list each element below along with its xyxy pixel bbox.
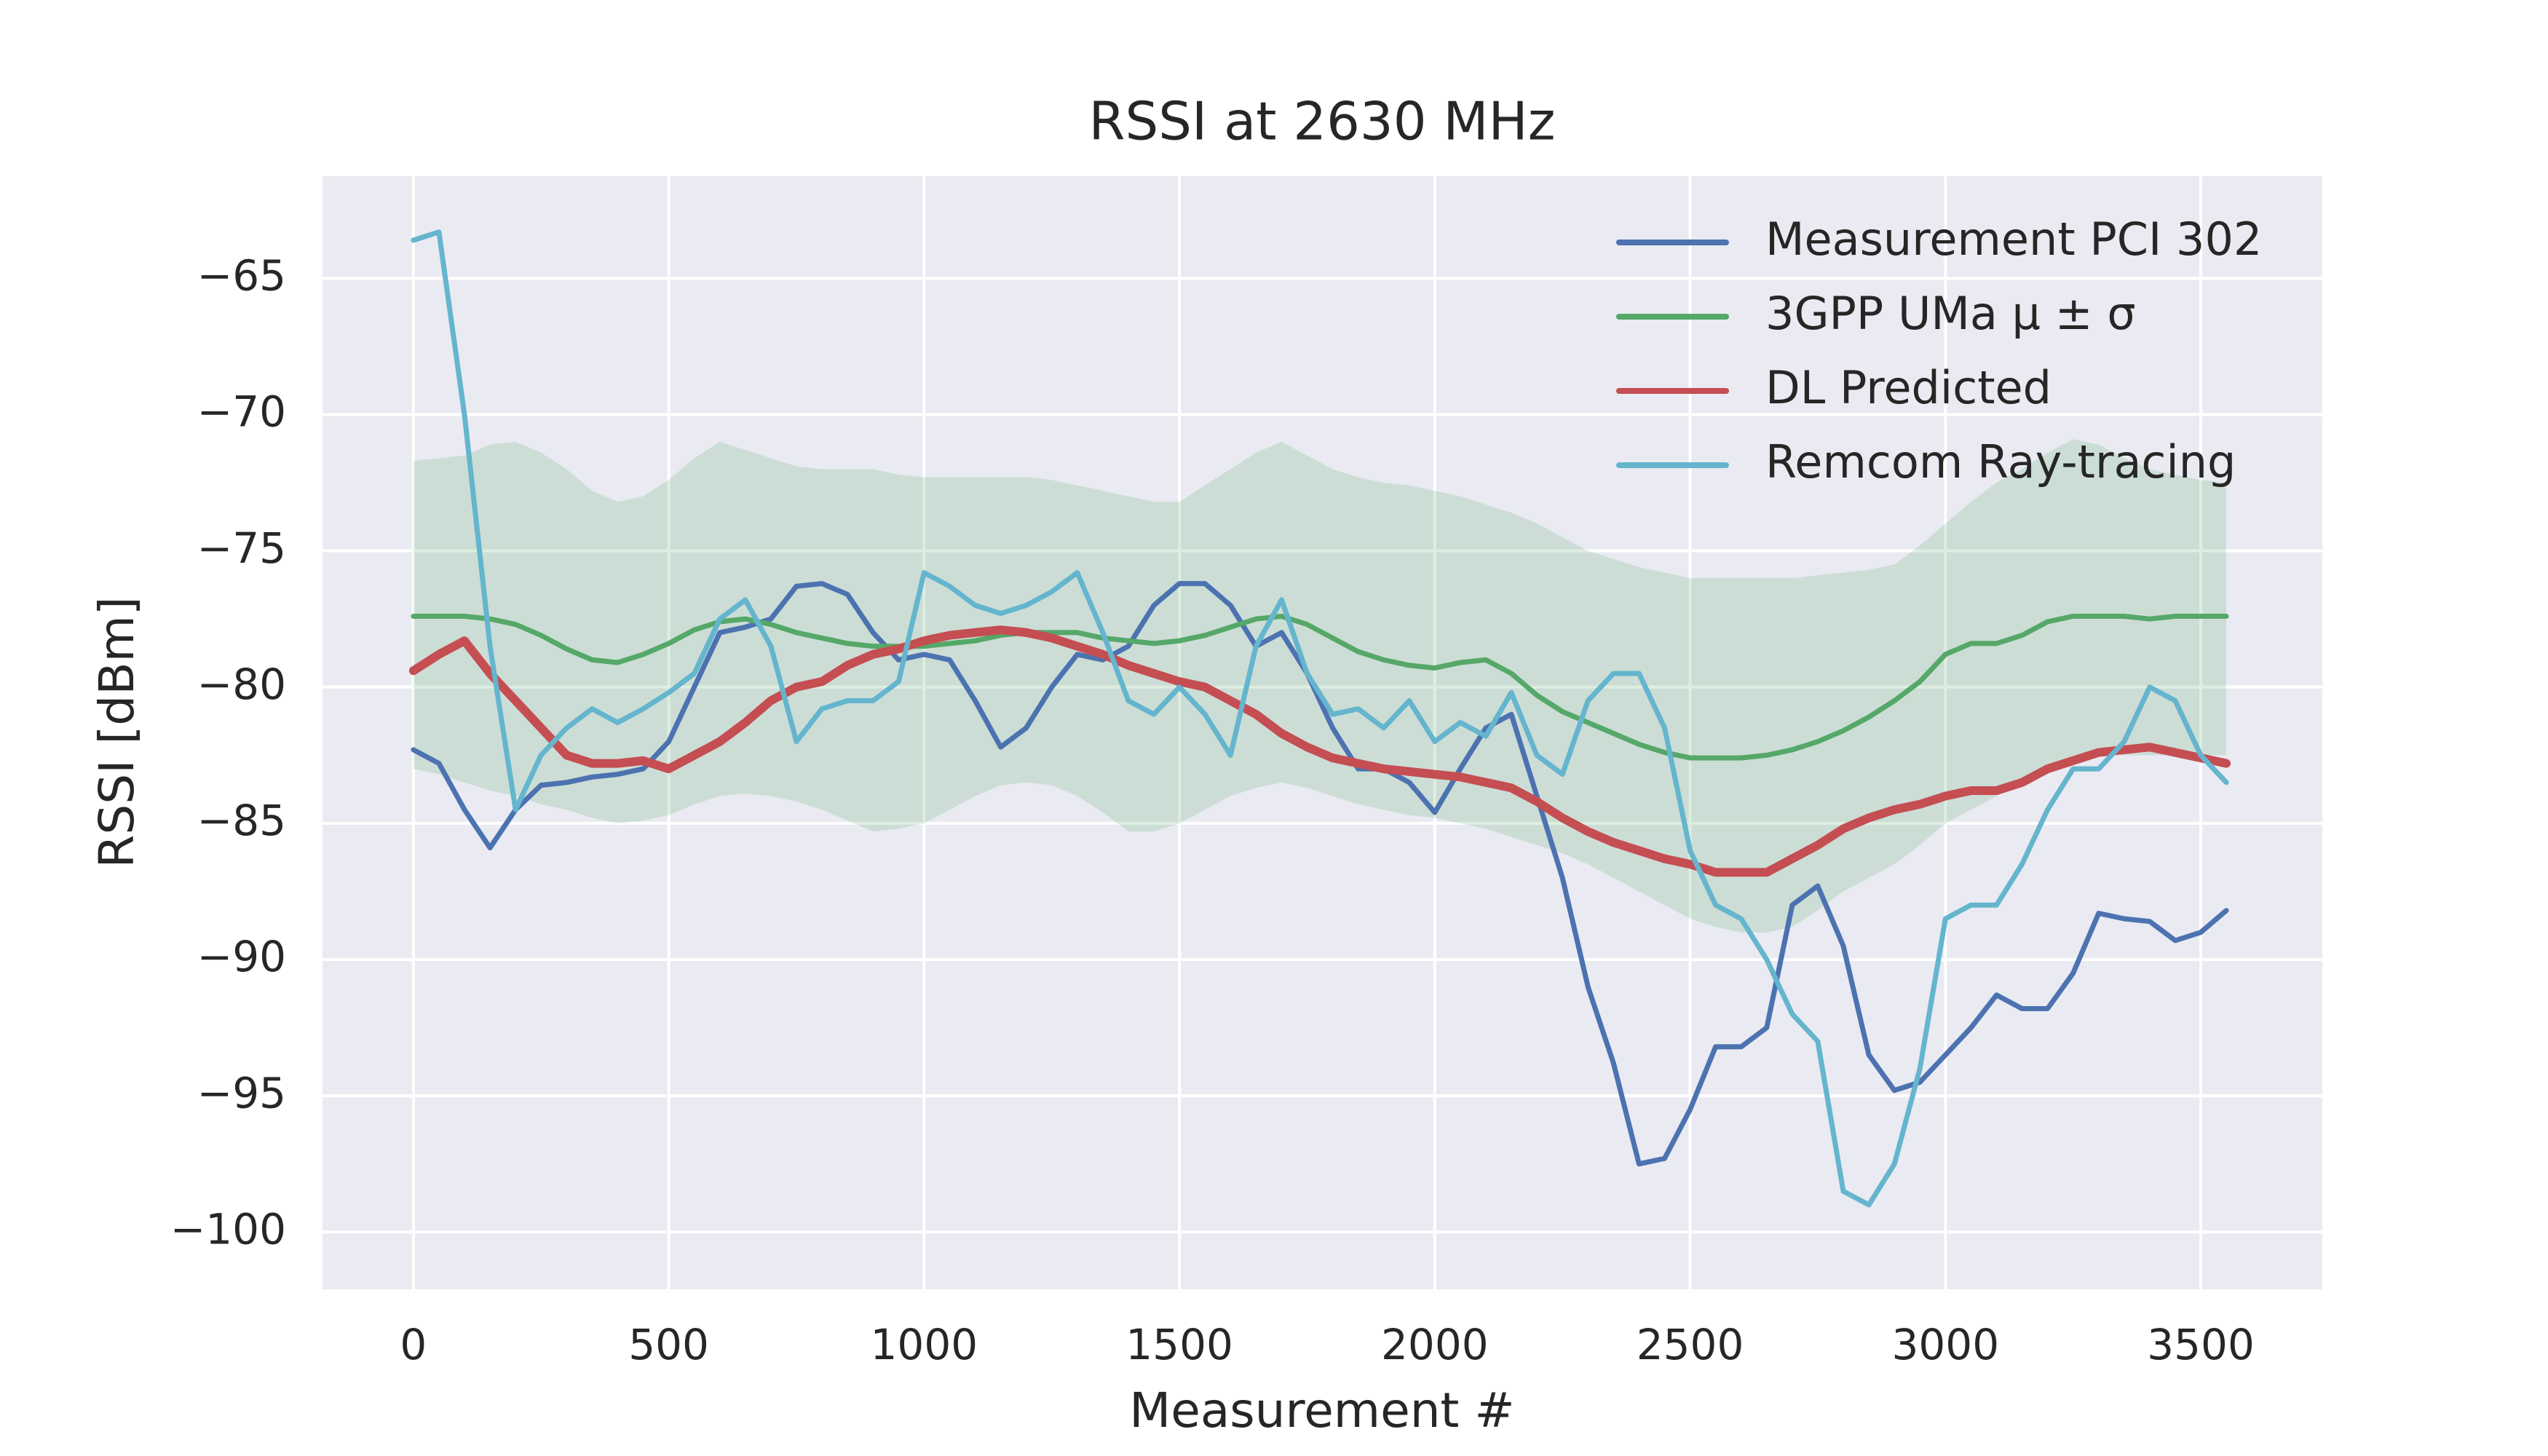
x-tick-label: 1500: [1125, 1320, 1233, 1369]
legend-label: Remcom Ray-tracing: [1765, 435, 2236, 488]
confidence-band: [413, 439, 2227, 933]
x-tick-label: 1000: [871, 1320, 978, 1369]
y-tick-label: −90: [197, 932, 286, 981]
y-tick-label: −85: [197, 796, 286, 845]
y-tick-label: −70: [197, 387, 286, 437]
y-tick-label: −75: [197, 523, 286, 573]
plot-area: [323, 176, 2322, 1289]
x-tick-label: 500: [628, 1320, 709, 1369]
y-tick-label: −65: [197, 250, 286, 300]
legend: Measurement PCI 302 3GPP UMa μ ± σ DL Pred…: [1616, 213, 2262, 488]
chart-title: RSSI at 2630 MHz: [1089, 91, 1556, 152]
x-tick-label: 3000: [1892, 1320, 2000, 1369]
y-axis-label: RSSI [dBm]: [89, 596, 145, 868]
x-tick-label: 2500: [1637, 1320, 1744, 1369]
x-tick-label: 2000: [1381, 1320, 1489, 1369]
y-tick-label: −95: [197, 1068, 286, 1117]
legend-label: 3GPP UMa μ ± σ: [1765, 287, 2136, 340]
series-line: [411, 581, 2229, 1167]
legend-label: DL Predicted: [1765, 361, 2052, 414]
legend-label: Measurement PCI 302: [1765, 213, 2262, 266]
x-tick-label: 0: [400, 1320, 427, 1369]
x-tick-label: 3500: [2147, 1320, 2255, 1369]
y-tick-label: −80: [197, 660, 286, 709]
x-axis-label: Measurement #: [1129, 1382, 1514, 1439]
series-line: [411, 229, 2229, 1208]
y-tick-label: −100: [170, 1205, 286, 1254]
series-line: [408, 625, 2231, 877]
